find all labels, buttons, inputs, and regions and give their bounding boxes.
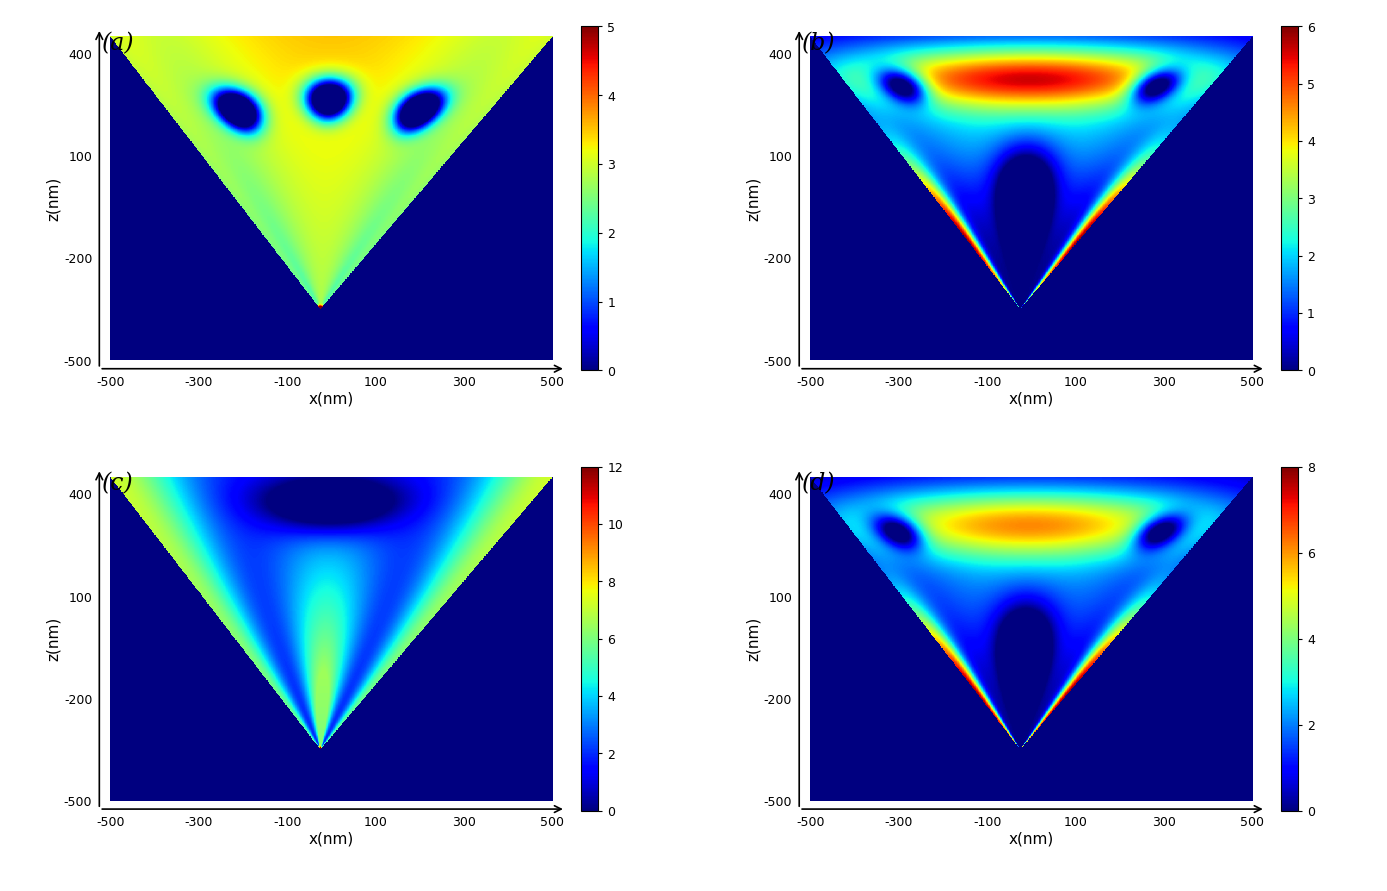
Text: (a): (a)	[101, 32, 135, 55]
X-axis label: x(nm): x(nm)	[309, 391, 354, 406]
Text: (c): (c)	[101, 472, 133, 495]
Y-axis label: z(nm): z(nm)	[746, 617, 760, 661]
Y-axis label: z(nm): z(nm)	[46, 617, 61, 661]
Y-axis label: z(nm): z(nm)	[46, 176, 61, 221]
X-axis label: x(nm): x(nm)	[1008, 831, 1054, 846]
X-axis label: x(nm): x(nm)	[1008, 391, 1054, 406]
Y-axis label: z(nm): z(nm)	[746, 176, 760, 221]
Text: (d): (d)	[802, 472, 835, 495]
Text: (b): (b)	[802, 32, 835, 55]
X-axis label: x(nm): x(nm)	[309, 831, 354, 846]
